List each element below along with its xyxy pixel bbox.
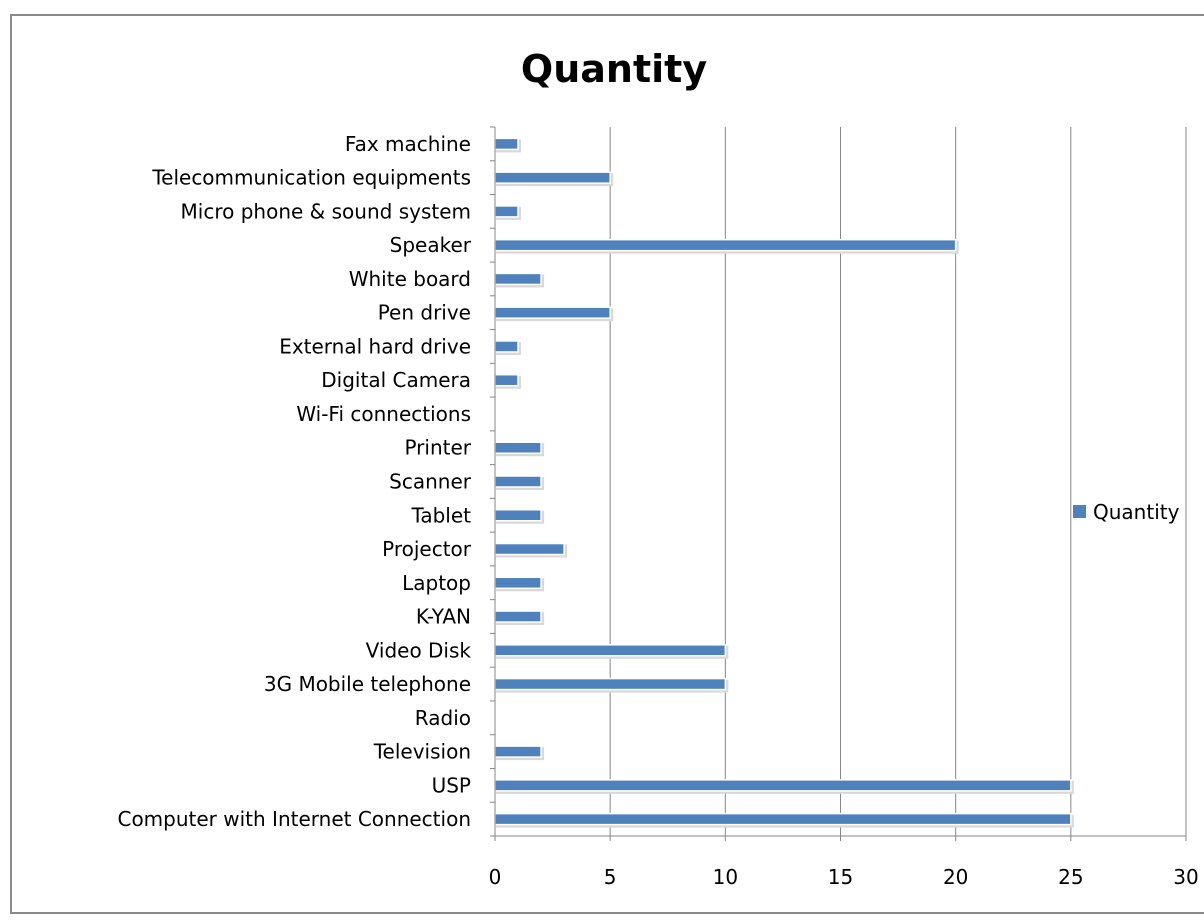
category-label: Printer [404,436,471,460]
bar-digital-camera [494,373,519,387]
bar-k-yan [494,610,542,623]
legend-swatch [1073,505,1086,518]
category-label: Scanner [389,470,472,494]
grid-layer [609,127,1187,836]
legend-label: Quantity [1093,500,1180,524]
bar-video-disk [494,644,727,657]
x-tick-label: 15 [828,865,853,889]
category-label: K-YAN [416,605,471,629]
category-label: Television [373,740,471,764]
bar-external-hard-drive [494,340,519,353]
bar-white-board [494,272,542,286]
category-label: Computer with Internet Connection [117,807,471,831]
x-tick-label: 20 [943,865,968,889]
x-tick-label: 0 [489,865,502,889]
category-label: White board [349,267,471,291]
bar-projector [494,542,565,556]
x-tick-label: 10 [713,865,738,889]
category-labels: Fax machine Telecommunication equipments M… [117,132,471,831]
x-tick-label: 5 [604,865,617,889]
axis-layer [490,126,1187,841]
category-label: Telecommunication equipments [151,166,471,190]
bar-scanner [494,475,542,488]
category-label: Radio [415,706,471,730]
x-tick-label: 30 [1173,865,1198,889]
category-label: Wi-Fi connections [296,402,471,426]
chart-frame [10,14,1204,914]
bar-printer [494,441,542,454]
bar-speaker [494,238,957,252]
bars-layer [494,137,1074,828]
category-label: Speaker [390,233,472,257]
chart-title: Quantity [521,47,707,91]
x-tick-label: 25 [1058,865,1083,889]
category-label: 3G Mobile telephone [264,672,471,696]
category-label: External hard drive [279,334,471,358]
category-label: Digital Camera [321,368,471,392]
bar-telecommunication-equipments [494,171,611,184]
bar-computer-with-internet-connection [494,812,1072,826]
category-label: Video Disk [366,638,472,662]
bar-3g-mobile-telephone [494,677,727,691]
category-label: Fax machine [345,132,471,156]
bar-micro-phone-sound-system [494,205,519,218]
category-label: Micro phone & sound system [181,199,471,223]
category-label: Laptop [402,571,471,595]
bar-usp [494,779,1072,792]
x-axis-tick-labels: 0 5 10 15 20 25 30 [489,865,1199,889]
bar-laptop [494,576,542,590]
category-label: Tablet [410,503,471,527]
legend: Quantity [1073,500,1180,524]
bar-tablet [494,509,542,522]
category-label: USP [432,773,471,797]
category-label: Pen drive [378,301,471,325]
bar-fax-machine [494,137,519,151]
category-label: Projector [382,537,472,561]
bar-pen-drive [494,306,611,319]
bar-television [494,745,542,758]
